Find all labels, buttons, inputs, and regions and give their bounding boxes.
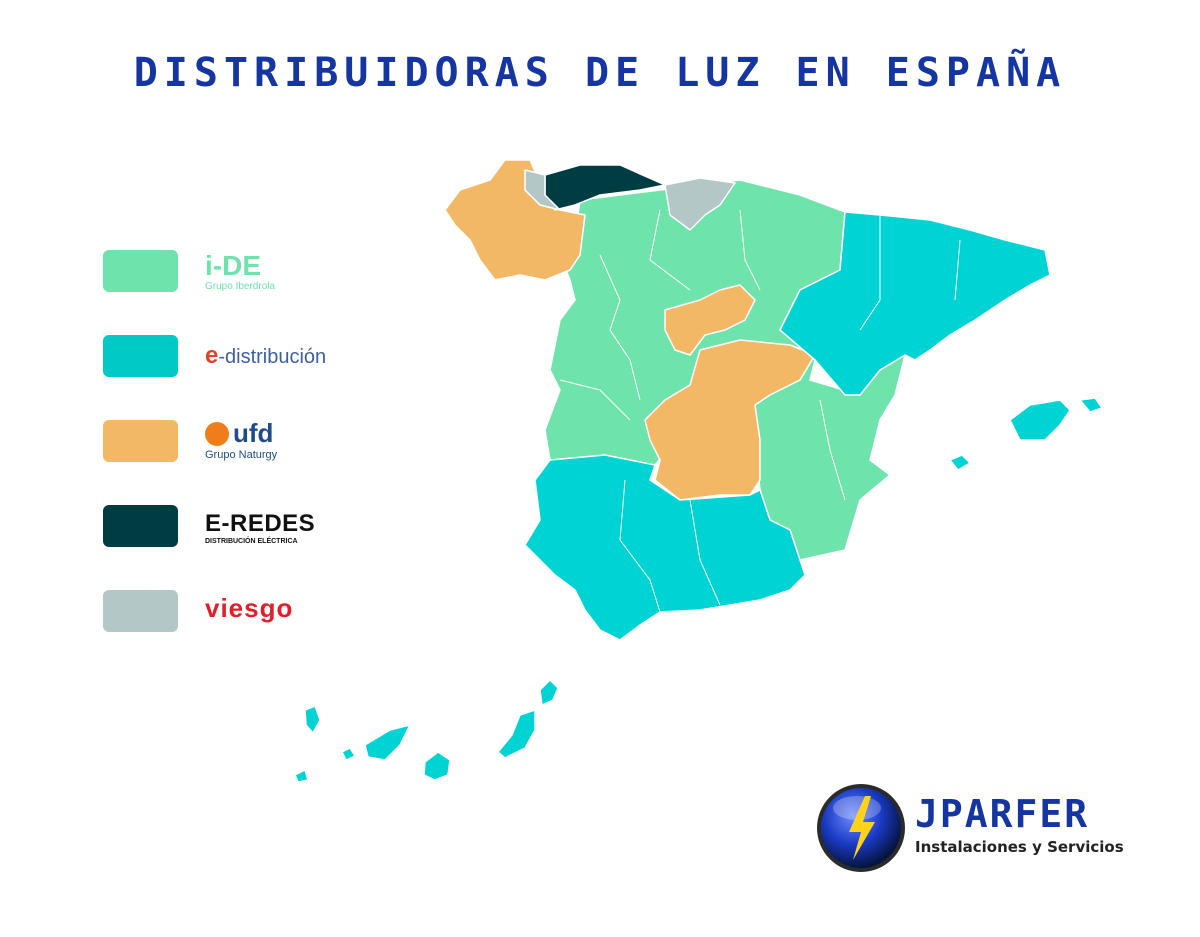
legend-item-ufd: ufd Grupo Naturgy xyxy=(100,415,400,500)
region-edistribucion-lanzarote xyxy=(539,679,559,706)
brand-block: JPARFER Instalaciones y Servicios xyxy=(815,782,1175,877)
ufd-logo-subtext: Grupo Naturgy xyxy=(205,449,278,461)
brand-name: JPARFER xyxy=(915,792,1090,836)
region-edistribucion-northeast xyxy=(779,211,1051,396)
region-viesgo-west xyxy=(524,169,561,211)
eredes-logo-text: E-REDES xyxy=(205,510,316,537)
eredes-logo-subtext: DISTRIBUCIÓN ELÉCTRICA xyxy=(205,538,298,545)
region-edistribucion-la-palma xyxy=(304,705,321,734)
ide-logo: i-DE Grupo Iberdrola xyxy=(205,245,275,300)
province-borders xyxy=(559,209,961,613)
legend-swatch-ufd xyxy=(103,420,178,462)
edistribucion-logo: e-distribución xyxy=(205,330,326,385)
page-title: DISTRIBUIDORAS DE LUZ EN ESPAÑA xyxy=(133,50,1067,96)
region-edistribucion-andalucia xyxy=(524,454,806,641)
legend-item-viesgo: viesgo xyxy=(100,585,400,670)
region-edistribucion-gran-canaria xyxy=(423,751,451,781)
region-viesgo-cantabria xyxy=(664,177,736,231)
legend: i-DE Grupo Iberdrola e-distribución ufd … xyxy=(100,245,400,670)
region-edistribucion-ibiza xyxy=(949,454,971,471)
legend-swatch-eredes xyxy=(103,505,178,547)
viesgo-logo-text: viesgo xyxy=(205,593,294,623)
ide-logo-subtext: Grupo Iberdrola xyxy=(205,281,276,292)
brand-tagline: Instalaciones y Servicios xyxy=(915,838,1124,856)
region-edistribucion-gomera xyxy=(341,747,356,761)
edistribucion-logo-text: e-distribución xyxy=(205,342,327,369)
legend-swatch-viesgo xyxy=(103,590,178,632)
region-edistribucion-fuerteventura xyxy=(497,709,536,759)
ufd-logo-mark-icon xyxy=(205,422,229,446)
region-edistribucion-el-hierro xyxy=(294,769,309,783)
legend-item-ide: i-DE Grupo Iberdrola xyxy=(100,245,400,330)
legend-swatch-edistribucion xyxy=(103,335,178,377)
region-edistribucion-menorca xyxy=(1079,397,1103,413)
ufd-logo-text: ufd xyxy=(205,418,277,449)
legend-item-edistribucion: e-distribución xyxy=(100,330,400,415)
region-edistribucion-mallorca xyxy=(1009,399,1071,441)
legend-item-eredes: E-REDES DISTRIBUCIÓN ELÉCTRICA xyxy=(100,500,400,585)
viesgo-logo: viesgo xyxy=(205,585,293,640)
lightning-bolt-icon xyxy=(817,784,905,872)
region-edistribucion-tenerife xyxy=(364,724,411,761)
ide-logo-text: i-DE xyxy=(205,250,261,281)
legend-swatch-ide xyxy=(103,250,178,292)
ufd-logo: ufd Grupo Naturgy xyxy=(205,415,277,470)
region-ufd-central-north xyxy=(664,284,756,356)
eredes-logo: E-REDES DISTRIBUCIÓN ELÉCTRICA xyxy=(205,500,315,555)
